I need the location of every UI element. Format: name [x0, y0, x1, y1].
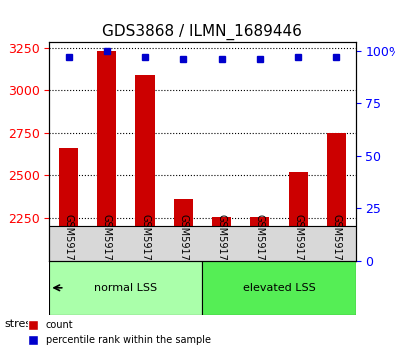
- Bar: [317, 227, 356, 261]
- Bar: [250, 217, 269, 227]
- Title: GDS3868 / ILMN_1689446: GDS3868 / ILMN_1689446: [102, 23, 303, 40]
- Text: GSM591781: GSM591781: [64, 214, 73, 273]
- Legend: count, percentile rank within the sample: count, percentile rank within the sample: [24, 316, 215, 349]
- Bar: [288, 172, 308, 227]
- Text: GSM591785: GSM591785: [216, 214, 227, 273]
- Bar: [202, 227, 241, 261]
- Text: normal LSS: normal LSS: [94, 283, 158, 293]
- Text: GSM591786: GSM591786: [255, 214, 265, 273]
- Bar: [212, 217, 231, 227]
- Bar: [97, 51, 117, 227]
- FancyBboxPatch shape: [49, 261, 202, 315]
- Text: GSM591783: GSM591783: [140, 214, 150, 273]
- FancyBboxPatch shape: [202, 261, 356, 315]
- Bar: [135, 75, 154, 227]
- Bar: [59, 148, 78, 227]
- Bar: [126, 227, 164, 261]
- Text: stress: stress: [4, 319, 37, 329]
- Text: GSM591782: GSM591782: [102, 214, 112, 273]
- Text: GSM591787: GSM591787: [293, 214, 303, 273]
- Text: elevated LSS: elevated LSS: [243, 283, 315, 293]
- Text: GSM591788: GSM591788: [331, 214, 341, 273]
- Bar: [174, 199, 193, 227]
- Bar: [327, 133, 346, 227]
- Text: GSM591784: GSM591784: [178, 214, 188, 273]
- Bar: [279, 227, 317, 261]
- Bar: [49, 227, 88, 261]
- Bar: [88, 227, 126, 261]
- Bar: [241, 227, 279, 261]
- Bar: [164, 227, 202, 261]
